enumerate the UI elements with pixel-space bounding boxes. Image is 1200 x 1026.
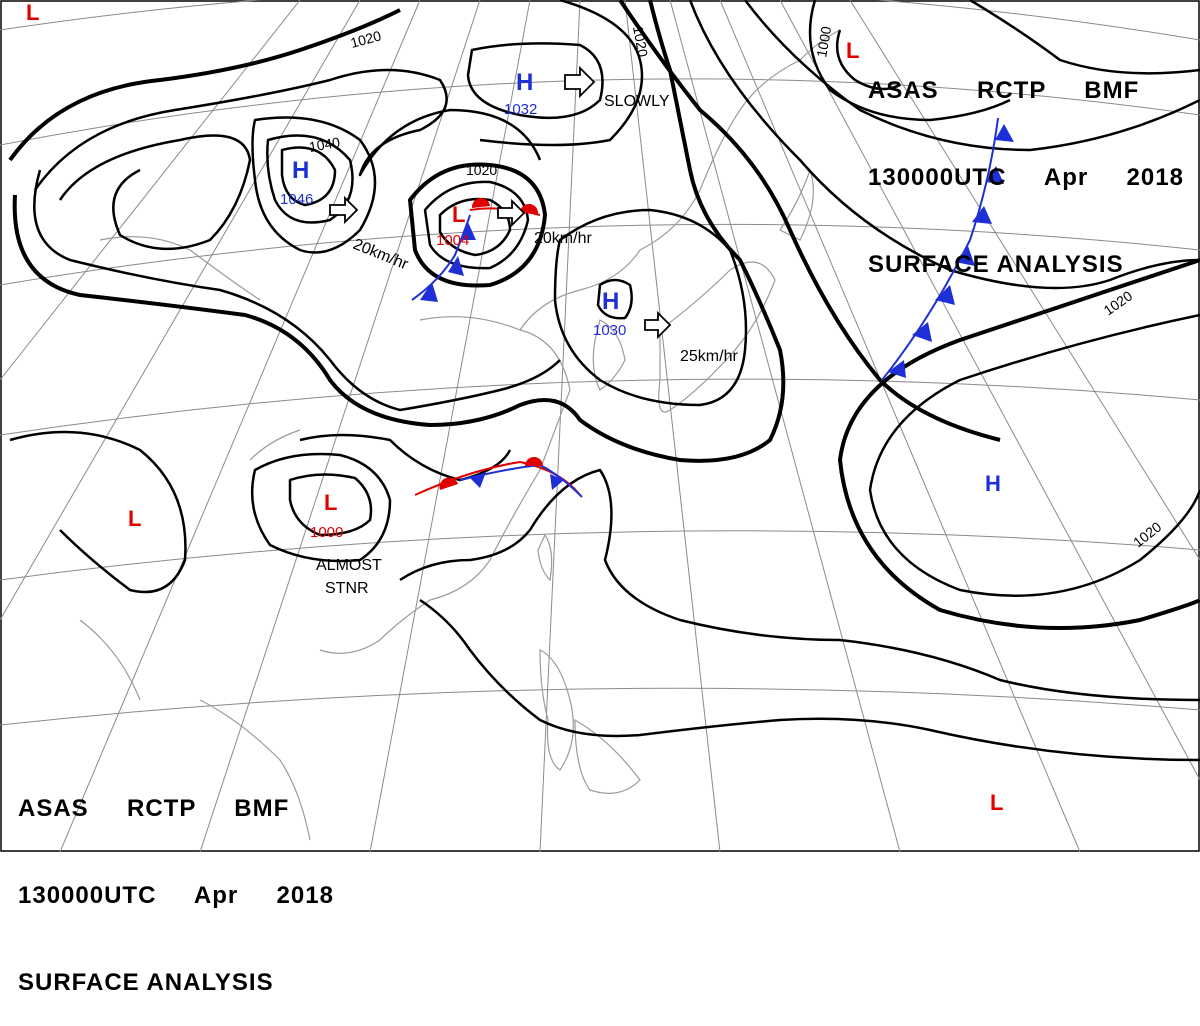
isobar-label: 1040	[308, 134, 342, 155]
warm-front-semicircle	[471, 197, 490, 208]
motion-arrow	[329, 195, 359, 225]
low-center-1004: L 1004	[436, 202, 469, 249]
low-center-northeast: L	[846, 38, 859, 63]
isobar-label: 1020	[349, 27, 383, 51]
header-line-3: SURFACE ANALYSIS	[868, 251, 1124, 278]
low-center-west: L	[128, 506, 141, 531]
isobar-label: 1020	[466, 162, 497, 178]
weather-map: 1020 1040 1020 1020 1000 1020 1020 20km/…	[0, 0, 1200, 852]
cold-front-triangle	[462, 222, 476, 240]
high-symbol: H	[602, 288, 619, 315]
cold-front-triangle	[995, 124, 1014, 142]
cold-front-triangle	[972, 206, 992, 224]
high-center-1030: H 1030	[593, 288, 626, 339]
motion-arrow	[497, 198, 526, 228]
motion-label: 20km/hr	[534, 230, 592, 247]
warm-front-semicircle	[520, 203, 539, 214]
motion-arrows	[329, 65, 672, 340]
cold-front-triangle	[470, 472, 486, 488]
low-symbol: L	[990, 790, 1003, 815]
isobar-label: 1000	[813, 25, 834, 59]
motion-label: STNR	[325, 580, 369, 597]
chart-header-top-right: ASAS RCTP BMF 130000UTC Apr 2018 SURFACE…	[868, 18, 1184, 308]
motion-label: SLOWLY	[604, 93, 670, 110]
high-symbol: H	[985, 471, 1001, 496]
header-line-1: ASAS RCTP BMF	[868, 77, 1140, 104]
cold-front-triangle	[935, 285, 955, 305]
isobars	[8, 0, 1200, 762]
cold-front-triangle	[448, 256, 464, 276]
warm-front-semicircle	[525, 457, 543, 466]
high-center-pacific: H	[985, 471, 1001, 496]
header-line-3: SURFACE ANALYSIS	[18, 969, 274, 996]
high-value: 1030	[593, 322, 626, 339]
motion-label: 25km/hr	[680, 348, 738, 365]
low-center-1000: L 1000	[310, 490, 343, 541]
chart-header-bottom-left: ASAS RCTP BMF 130000UTC Apr 2018 SURFACE…	[18, 736, 334, 1026]
cold-front-triangle	[888, 360, 906, 378]
low-symbol: L	[846, 38, 859, 63]
high-center-1032: H 1032	[504, 69, 537, 118]
low-symbol: L	[324, 490, 337, 515]
high-center-1046: H 1046	[280, 157, 313, 208]
low-symbol: L	[26, 0, 39, 25]
high-symbol: H	[292, 157, 309, 184]
high-value: 1046	[280, 191, 313, 208]
motion-arrow	[564, 65, 596, 99]
cold-front-triangle	[420, 282, 438, 302]
pressure-centers: H 1046 H 1032 H 1030 H L 1004 L 1000 L L…	[26, 0, 1003, 815]
low-value: 1000	[310, 524, 343, 541]
motion-arrow	[644, 310, 672, 340]
cold-front-triangle	[550, 474, 564, 490]
high-symbol: H	[516, 69, 533, 96]
isobar-label: 1020	[630, 25, 651, 59]
low-center-southeast: L	[990, 790, 1003, 815]
low-center-corner: L	[26, 0, 39, 25]
header-line-1: ASAS RCTP BMF	[18, 795, 290, 822]
motion-label: ALMOST	[316, 557, 382, 574]
cold-front-triangle	[912, 322, 932, 342]
high-value: 1032	[504, 101, 537, 118]
low-symbol: L	[452, 202, 465, 227]
cold-front-triangle	[955, 246, 975, 266]
cold-front-west	[411, 214, 476, 302]
warm-front-semicircle	[439, 477, 458, 490]
low-value: 1004	[436, 232, 469, 249]
header-line-2: 130000UTC Apr 2018	[868, 164, 1184, 191]
low-symbol: L	[128, 506, 141, 531]
cold-front-east	[881, 117, 1014, 381]
stationary-front-south	[414, 457, 583, 498]
cold-front-triangle	[985, 166, 1004, 184]
header-line-2: 130000UTC Apr 2018	[18, 882, 334, 909]
